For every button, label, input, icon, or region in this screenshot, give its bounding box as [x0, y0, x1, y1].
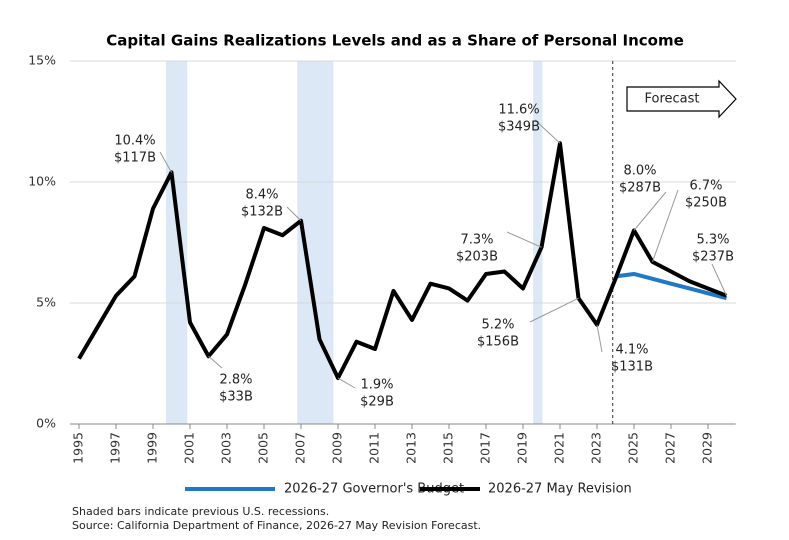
plot-area [69, 60, 736, 429]
x-tick-label: 2029 [700, 432, 715, 464]
forecast-arrow [626, 79, 737, 119]
annotation-leader [337, 377, 356, 389]
x-tick-label: 2015 [441, 432, 456, 464]
annotation-text: $287B [619, 181, 661, 196]
footnote: Source: California Department of Finance… [72, 519, 481, 532]
annotation-leader [159, 151, 172, 173]
annotation-leader [286, 206, 302, 222]
chart-title: Capital Gains Realizations Levels and as… [106, 32, 684, 50]
annotation-text: 11.6% [498, 103, 539, 118]
x-tick-label: 2023 [589, 432, 604, 464]
annotation-text: $132B [241, 205, 283, 220]
annotation-leader [534, 119, 561, 144]
footnote: Shaded bars indicate previous U.S. reces… [72, 505, 329, 518]
annotation-text: 5.3% [696, 233, 729, 248]
series-line [77, 141, 728, 381]
x-tick-label: 2005 [256, 432, 271, 464]
annotation-leader [529, 297, 579, 323]
annotation-text: 7.3% [460, 233, 493, 248]
x-tick-label: 2013 [404, 432, 419, 464]
recession-band [165, 61, 188, 424]
annotation-text: 4.1% [615, 343, 648, 358]
annotation-leader [208, 355, 223, 369]
x-tick-label: 2011 [367, 432, 382, 464]
legend-label: 2026-27 Governor's Budget [284, 482, 464, 497]
x-tick-label: 2021 [552, 432, 567, 464]
annotation-text: $33B [219, 390, 253, 405]
x-tick-label: 2019 [515, 432, 530, 464]
annotation-text: 6.7% [689, 179, 722, 194]
annotation-text: $117B [114, 151, 156, 166]
annotation-text: $131B [611, 360, 653, 375]
x-tick-label: 1995 [71, 432, 86, 464]
forecast-label: Forecast [644, 92, 699, 107]
y-tick-label: 5% [36, 295, 56, 310]
x-tick-label: 2027 [663, 432, 678, 464]
recession-band [533, 61, 543, 424]
annotation-leader [596, 324, 603, 353]
annotation-leader [652, 189, 679, 263]
x-tick-label: 2009 [330, 432, 345, 464]
annotation-text: 1.9% [360, 378, 393, 393]
x-tick-label: 2017 [478, 432, 493, 464]
annotation-text: $203B [456, 250, 498, 265]
annotation-text: 8.4% [245, 188, 278, 203]
y-tick-label: 0% [36, 416, 56, 431]
annotation-leader [633, 191, 667, 231]
y-tick-label: 15% [28, 53, 56, 68]
x-tick-label: 2001 [182, 432, 197, 464]
annotation-leader [711, 263, 727, 296]
annotation-text: $349B [498, 120, 540, 135]
annotation-text: $237B [692, 250, 734, 265]
x-tick-label: 2007 [293, 432, 308, 464]
y-tick-label: 10% [28, 174, 56, 189]
annotation-leader [506, 231, 542, 248]
annotation-text: 5.2% [481, 318, 514, 333]
annotation-text: 2.8% [219, 373, 252, 388]
annotation-text: 8.0% [623, 164, 656, 179]
annotation-text: $29B [360, 395, 394, 410]
legend-label: 2026-27 May Revision [488, 482, 632, 497]
annotation-text: $250B [685, 196, 727, 211]
x-tick-label: 1997 [108, 432, 123, 464]
x-tick-label: 2003 [219, 432, 234, 464]
x-tick-label: 2025 [626, 432, 641, 464]
annotation-text: 10.4% [114, 134, 155, 149]
annotation-text: $156B [477, 335, 519, 350]
x-tick-label: 1999 [145, 432, 160, 464]
series-line [615, 271, 728, 301]
